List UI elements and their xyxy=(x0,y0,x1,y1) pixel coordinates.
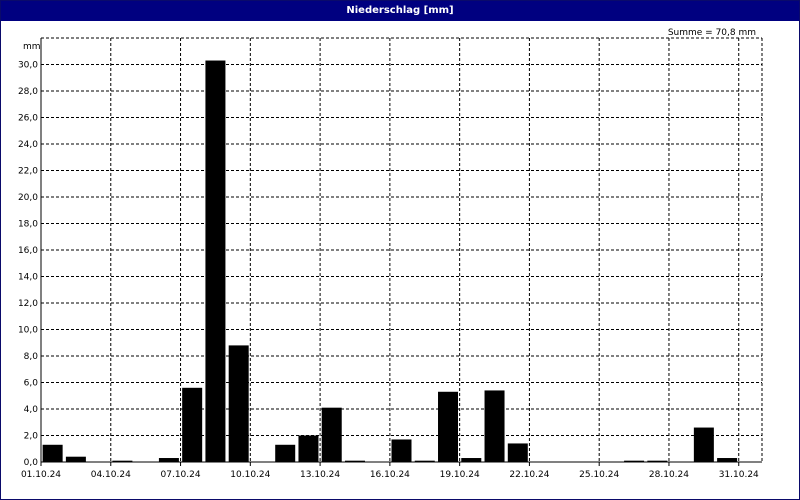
bar xyxy=(507,443,528,462)
y-tick-label: 22,0 xyxy=(18,167,38,177)
bar xyxy=(182,387,203,462)
y-tick-label: 26,0 xyxy=(18,114,38,124)
x-tick-labels: 01.10.24 04.10.24 07.10.24 10.10.24 13.10.24… xyxy=(21,470,759,480)
window-title: Niederschlag [mm] xyxy=(1,1,799,21)
x-tick-label: 16.10.24 xyxy=(370,470,410,480)
bar xyxy=(321,407,342,462)
x-tick-label: 01.10.24 xyxy=(21,470,61,480)
sum-annotation: Summe = 70,8 mm xyxy=(668,28,756,38)
bar xyxy=(624,460,645,462)
bar xyxy=(65,456,86,462)
x-tick-label: 04.10.24 xyxy=(91,470,131,480)
bar xyxy=(228,345,249,462)
bar xyxy=(414,460,435,462)
y-tick-label: 0,0 xyxy=(24,458,39,468)
bar xyxy=(391,439,412,462)
y-tick-label: 2,0 xyxy=(24,432,39,442)
bar xyxy=(275,444,296,462)
y-tick-labels: 0,0 2,0 4,0 6,0 8,0 10,0 12,0 14,0 16,0 18,0 20,0 2… xyxy=(18,61,38,469)
y-tick-label: 18,0 xyxy=(18,220,38,230)
bar xyxy=(484,390,505,462)
y-tick-label: 6,0 xyxy=(24,379,39,389)
y-tick-label: 14,0 xyxy=(18,273,38,283)
bar xyxy=(438,391,459,462)
x-tick-label: 13.10.24 xyxy=(300,470,340,480)
bar xyxy=(693,427,714,462)
x-tick-label: 28.10.24 xyxy=(649,470,689,480)
y-tick-label: 4,0 xyxy=(24,405,39,415)
y-tick-label: 30,0 xyxy=(18,61,38,71)
bar xyxy=(647,460,668,462)
bar xyxy=(112,460,133,462)
x-tick-label: 19.10.24 xyxy=(440,470,480,480)
bar xyxy=(461,458,482,462)
bar xyxy=(158,458,179,462)
y-axis-label: mm xyxy=(23,42,41,52)
grid-lines xyxy=(41,38,762,462)
y-tick-label: 24,0 xyxy=(18,140,38,150)
x-tick-label: 10.10.24 xyxy=(230,470,270,480)
bar xyxy=(344,460,365,462)
bar xyxy=(205,60,226,463)
bar-series xyxy=(42,60,738,463)
axes xyxy=(40,37,763,466)
y-tick-label: 10,0 xyxy=(18,326,38,336)
x-tick-label: 25.10.24 xyxy=(579,470,619,480)
x-tick-label: 31.10.24 xyxy=(719,470,759,480)
y-tick-label: 20,0 xyxy=(18,193,38,203)
bar xyxy=(717,458,738,462)
x-tick-label: 07.10.24 xyxy=(161,470,201,480)
y-tick-label: 16,0 xyxy=(18,246,38,256)
y-tick-label: 12,0 xyxy=(18,299,38,309)
y-tick-label: 8,0 xyxy=(24,352,39,362)
precipitation-chart: mm Summe = 70,8 mm 0,0 2,0 4,0 6,0 8,0 10,0 12… xyxy=(18,28,763,480)
x-tick-label: 22.10.24 xyxy=(509,470,549,480)
y-tick-label: 28,0 xyxy=(18,87,38,97)
bar xyxy=(42,444,63,462)
bar xyxy=(298,435,319,462)
